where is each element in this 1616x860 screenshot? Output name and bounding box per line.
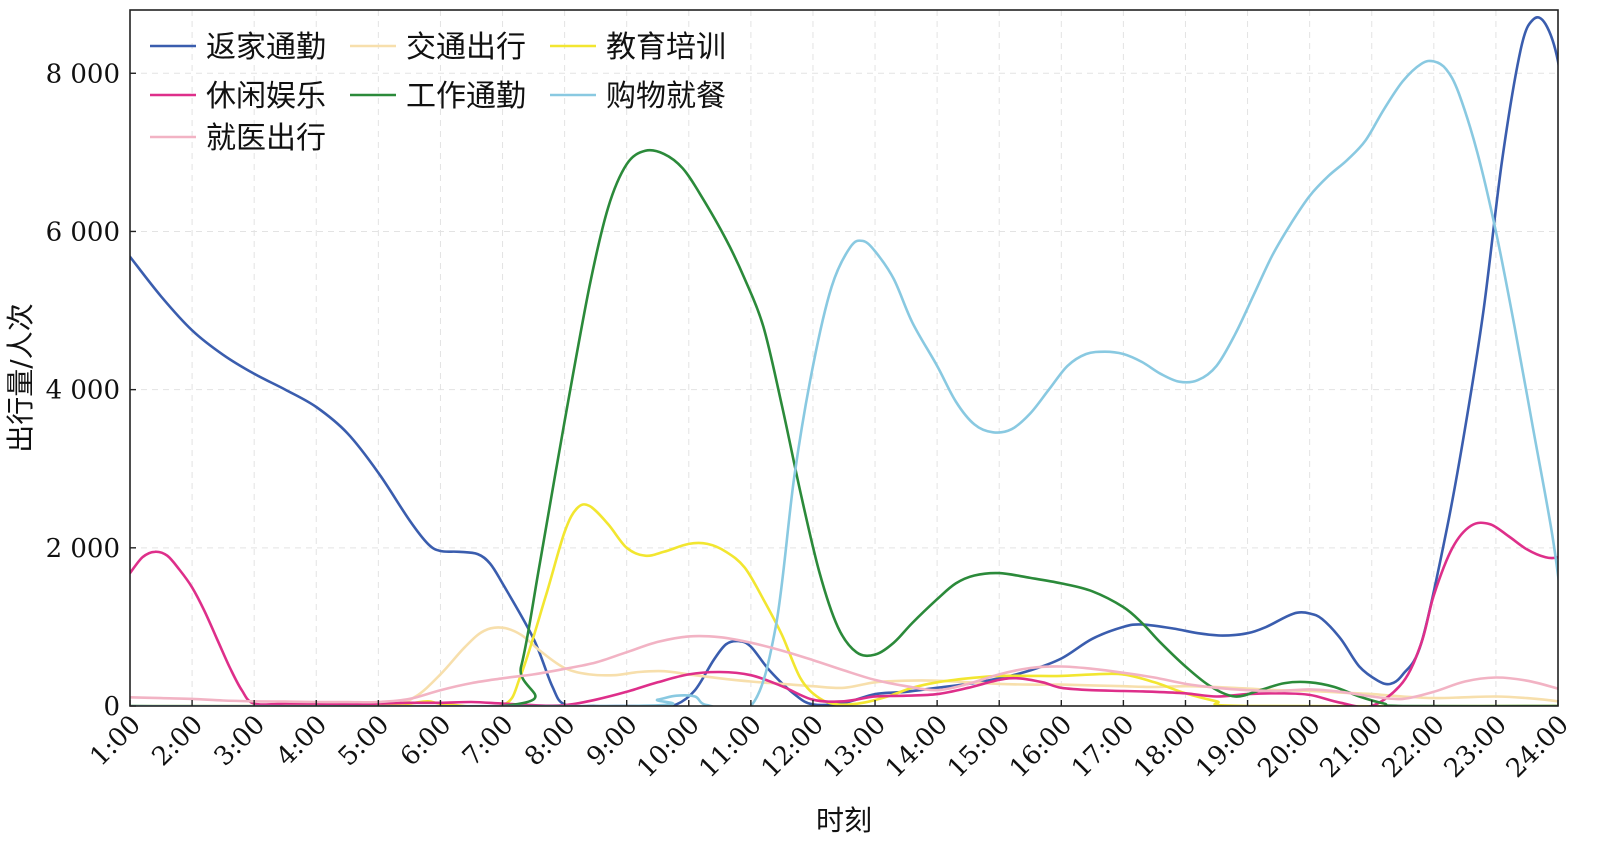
legend-label: 教育培训: [606, 30, 726, 65]
legend-label: 交通出行: [406, 30, 526, 65]
x-tick-label: 2:00: [147, 710, 210, 773]
x-tick-label: 16:00: [1004, 710, 1078, 784]
series-line-5: [130, 59, 1558, 706]
y-axis-title: 出行量/人次: [4, 303, 37, 452]
x-tick-label: 3:00: [209, 710, 272, 773]
legend-label: 休闲娱乐: [206, 79, 326, 114]
x-tick-label: 22:00: [1377, 710, 1451, 784]
legend-label: 返家通勤: [206, 30, 326, 65]
y-tick-label: 2 000: [46, 534, 120, 564]
x-tick-label: 17:00: [1066, 710, 1140, 784]
x-axis-title: 时刻: [816, 804, 872, 837]
x-tick-label: 11:00: [694, 710, 768, 784]
series-lines: [130, 16, 1558, 706]
x-tick-label: 20:00: [1252, 710, 1326, 784]
x-tick-label: 4:00: [271, 710, 334, 773]
x-tick-label: 13:00: [818, 710, 892, 784]
x-tick-label: 8:00: [519, 710, 582, 773]
y-tick-label: 4 000: [46, 376, 120, 406]
series-line-6: [130, 634, 1558, 704]
x-tick-label: 5:00: [333, 710, 396, 773]
y-tick-label: 6 000: [46, 217, 120, 247]
x-tick-label: 12:00: [756, 710, 830, 784]
x-tick-label: 10:00: [632, 710, 706, 784]
legend-label: 购物就餐: [606, 79, 726, 114]
grid-lines: [129, 10, 1559, 707]
x-tick-label: 24:00: [1501, 710, 1575, 784]
x-tick-label: 18:00: [1128, 710, 1202, 784]
legend-label: 工作通勤: [406, 79, 526, 114]
plot-frame: [129, 9, 1559, 707]
x-tick-label: 15:00: [942, 710, 1016, 784]
x-tick-label: 23:00: [1439, 710, 1513, 784]
x-tick-label: 6:00: [395, 710, 458, 773]
legend-label: 就医出行: [206, 121, 326, 156]
y-tick-label: 0: [103, 692, 120, 722]
x-tick-label: 7:00: [457, 710, 520, 773]
series-line-4: [130, 148, 1558, 706]
series-line-0: [130, 16, 1558, 706]
x-axis: 1:00 2:00 3:00 4:00 5:00 6:00 7:00 8:00 9:0010:0…: [84, 700, 1575, 784]
y-tick-label: 8 000: [46, 59, 120, 89]
series-line-2: [130, 503, 1558, 706]
x-tick-label: 21:00: [1314, 710, 1388, 784]
x-tick-label: 14:00: [880, 710, 954, 784]
x-tick-label: 19:00: [1190, 710, 1264, 784]
series-line-3: [130, 521, 1558, 706]
y-axis: 0 2 000 4 000 6 000 8 000: [46, 59, 136, 722]
